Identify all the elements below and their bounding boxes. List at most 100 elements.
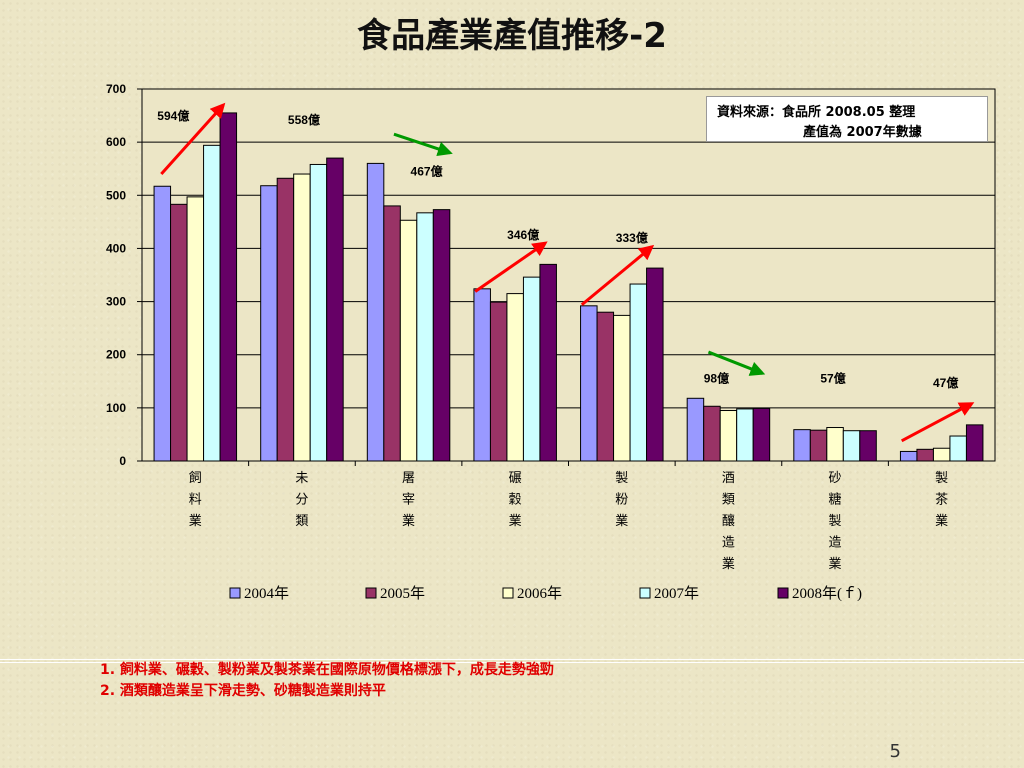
bar xyxy=(326,157,344,462)
y-tick-label: 300 xyxy=(106,295,126,309)
x-tick-label: 未分類 xyxy=(295,471,308,529)
bar xyxy=(473,288,491,462)
annotation-label: 47億 xyxy=(933,375,958,390)
legend-swatch xyxy=(777,587,789,599)
annotation-label: 558億 xyxy=(288,112,320,127)
bar xyxy=(736,408,754,462)
bar xyxy=(309,163,328,462)
bar xyxy=(596,311,615,462)
bar xyxy=(489,301,508,462)
legend-label: 2006年 xyxy=(517,585,562,602)
page-number: 5 xyxy=(889,741,901,762)
legend-item: 2008年(ｆ) xyxy=(777,585,862,602)
annotations: 594億 558億 467億 346億 333億 98億 57億 47億 xyxy=(157,108,958,390)
annotation-label: 57億 xyxy=(820,371,845,386)
trend-arrow-down xyxy=(707,350,766,376)
bar xyxy=(383,205,401,462)
bar xyxy=(826,427,844,462)
note-2: 2. 酒類釀造業呈下滑走勢、砂糖製造業則持平 xyxy=(100,683,386,699)
bar xyxy=(629,283,648,462)
divider-line xyxy=(0,659,1024,660)
annotation-label: 333億 xyxy=(616,230,648,245)
trend-arrow-up xyxy=(474,241,548,293)
legend-item: 2004年 xyxy=(229,585,289,602)
legend: 2004年 2005年 2006年 2007年 2008年(ｆ) xyxy=(229,585,862,602)
y-tick-label: 500 xyxy=(106,188,126,202)
x-tick-label: 飼料業 xyxy=(189,471,202,529)
legend-swatch xyxy=(639,587,651,599)
legend-swatch xyxy=(502,587,514,599)
y-tick-label: 700 xyxy=(106,82,126,96)
bar xyxy=(153,185,172,462)
bar xyxy=(719,410,738,462)
bar xyxy=(276,177,295,462)
y-tick-label: 400 xyxy=(106,241,126,255)
annotation-label: 467億 xyxy=(411,163,443,178)
source-box: 資料來源：食品所 2008.05 整理 產值為 2007年數據 xyxy=(706,96,988,142)
bar xyxy=(899,450,918,462)
x-tick-label: 碾穀業 xyxy=(509,471,522,529)
source-text: 食品所 2008.05 整理 xyxy=(782,105,916,120)
bar xyxy=(366,162,385,462)
bar xyxy=(752,407,771,462)
bar xyxy=(809,429,828,462)
bar xyxy=(932,447,951,462)
legend-item: 2005年 xyxy=(365,585,425,602)
bar xyxy=(580,305,598,462)
bar xyxy=(260,185,278,462)
bar xyxy=(613,314,631,462)
bar xyxy=(793,429,811,462)
legend-label: 2007年 xyxy=(654,585,699,602)
y-tick-label: 600 xyxy=(106,135,126,149)
x-tick-label: 製茶業 xyxy=(935,471,948,529)
y-tick-label: 200 xyxy=(106,348,126,362)
x-tick-label: 屠宰業 xyxy=(402,471,415,529)
trend-arrow-up xyxy=(580,244,655,306)
bar xyxy=(506,293,524,462)
bar-chart: 0 100 200 300 400 500 600 700 飼料業 未分類 屠宰業 碾穀業 製粉業 酒類… xyxy=(106,82,996,602)
trend-arrows xyxy=(160,102,975,443)
annotation-label: 594億 xyxy=(157,108,189,123)
bar xyxy=(842,430,861,462)
trend-arrow-down xyxy=(393,132,453,157)
bar xyxy=(170,203,188,462)
x-axis: 飼料業 未分類 屠宰業 碾穀業 製粉業 酒類釀造業 砂糖製造業 製茶業 xyxy=(189,461,948,572)
bar xyxy=(859,430,877,462)
bars xyxy=(153,112,984,462)
annotation-label: 98億 xyxy=(704,371,729,386)
y-axis: 0 100 200 300 400 500 600 700 xyxy=(106,82,142,468)
x-tick-label: 製粉業 xyxy=(615,471,628,529)
bar xyxy=(399,219,418,462)
annotation-label: 346億 xyxy=(507,227,539,242)
notes: 1. 飼料業、碾穀、製粉業及製茶業在國際原物價格標漲下，成長走勢強勁 2. 酒類… xyxy=(100,660,554,702)
bar xyxy=(916,448,934,462)
legend-label: 2008年(ｆ) xyxy=(792,585,862,602)
bar xyxy=(703,405,721,462)
bar xyxy=(539,263,557,462)
x-tick-label: 砂糖製造業 xyxy=(829,471,842,572)
trend-arrow-up xyxy=(160,102,226,176)
y-tick-label: 100 xyxy=(106,401,126,415)
bar xyxy=(293,173,311,462)
bar xyxy=(219,112,238,462)
bar xyxy=(949,435,967,462)
bar xyxy=(432,209,451,462)
bar xyxy=(965,424,984,462)
source-line-2: 產值為 2007年數據 xyxy=(803,125,922,140)
legend-swatch xyxy=(365,587,377,599)
source-label: 資料來源： xyxy=(717,105,783,120)
bar xyxy=(522,276,541,462)
note-1: 1. 飼料業、碾穀、製粉業及製茶業在國際原物價格標漲下，成長走勢強勁 xyxy=(100,662,554,678)
x-tick-label: 酒類釀造業 xyxy=(722,471,735,572)
bar xyxy=(186,196,205,462)
trend-arrow-up xyxy=(900,402,975,443)
legend-swatch xyxy=(229,587,241,599)
bar xyxy=(686,397,705,462)
page-title: 食品產業產值推移-2 xyxy=(357,16,667,56)
legend-label: 2004年 xyxy=(244,585,289,602)
legend-item: 2007年 xyxy=(639,585,699,602)
bar xyxy=(416,212,434,462)
bar xyxy=(203,144,221,462)
y-tick-label: 0 xyxy=(119,454,126,468)
source-line-1: 資料來源：食品所 2008.05 整理 xyxy=(717,101,915,120)
